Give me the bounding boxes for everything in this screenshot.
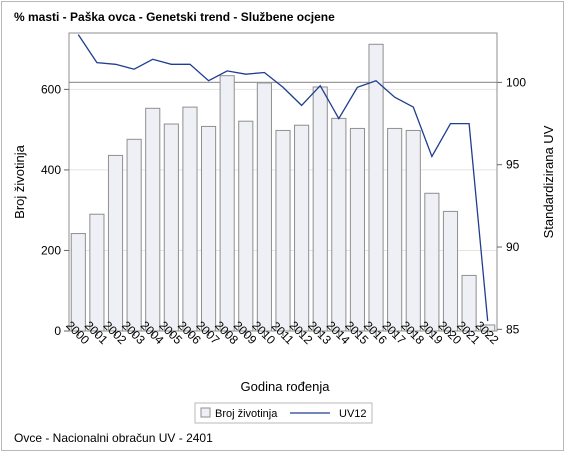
legend: Broj životinja UV12 (194, 402, 373, 424)
bar-2008 (219, 75, 235, 332)
bar-2004 (145, 107, 161, 332)
right-axis: 85 90 95 100 (497, 75, 526, 336)
tick-label-left: 600 (41, 82, 61, 96)
bar-2019 (424, 192, 440, 332)
chart-title: % masti - Paška ovca - Genetski trend - … (14, 10, 335, 24)
bar-2011 (275, 129, 291, 332)
bar-2003 (126, 138, 142, 332)
legend-swatch-bars (200, 407, 211, 418)
bar-2007 (200, 125, 217, 332)
bar-2014 (331, 117, 347, 332)
x-axis-label: Godina rođenja (241, 379, 331, 394)
bar-series (70, 43, 496, 332)
footnote: Ovce - Nacionalni obračun UV - 2401 (14, 431, 213, 445)
tick-label-left: 0 (54, 324, 61, 338)
bar-2002 (107, 154, 124, 332)
bar-2018 (405, 129, 421, 332)
bar-2005 (163, 123, 179, 332)
bar-2012 (294, 124, 310, 332)
bar-2010 (256, 82, 272, 332)
legend-box (194, 402, 373, 424)
tick-label-left: 400 (41, 163, 61, 177)
legend-label-bars: Broj životinja (215, 408, 278, 420)
left-axis: 0 200 400 600 (41, 82, 69, 338)
bar-2017 (387, 127, 403, 332)
bar-2009 (238, 120, 254, 332)
bar-2020 (442, 210, 459, 332)
bar-2015 (349, 127, 366, 332)
bar-2013 (312, 86, 328, 332)
y-axis-label-right: Standardizirana UV (541, 125, 556, 238)
bar-2000 (70, 233, 86, 332)
legend-label-line: UV12 (339, 408, 367, 420)
bar-2016 (368, 43, 384, 332)
tick-label-right: 100 (506, 75, 526, 89)
tick-label-right: 95 (506, 158, 520, 172)
y-axis-label-left: Broj životinja (12, 144, 27, 218)
tick-label-left: 200 (41, 243, 61, 257)
bar-2001 (89, 213, 105, 332)
tick-label-right: 85 (506, 322, 520, 336)
tick-label-right: 90 (506, 240, 520, 254)
line-series (77, 34, 489, 322)
line-uv12 (77, 34, 489, 322)
bar-2006 (182, 106, 198, 332)
